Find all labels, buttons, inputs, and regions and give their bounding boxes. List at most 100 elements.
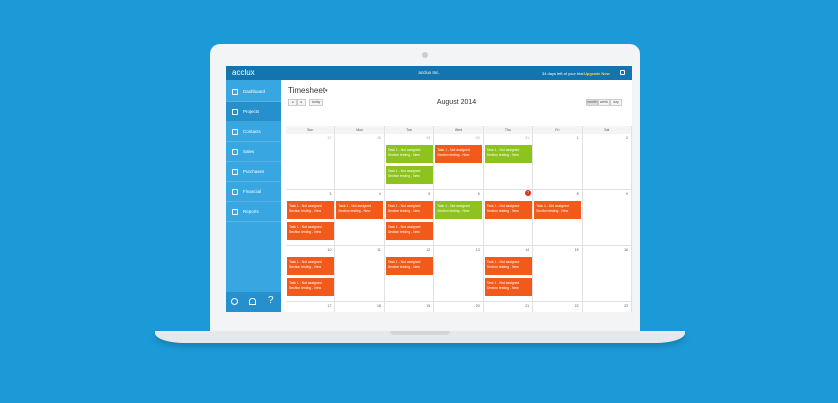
event-title: Task 1 - Not assigned bbox=[338, 204, 372, 208]
event-subtitle: Section testing - New bbox=[387, 208, 420, 213]
settings-icon[interactable] bbox=[231, 298, 238, 305]
day-cell[interactable]: 23 bbox=[583, 302, 632, 312]
sidebar-icon bbox=[232, 109, 238, 115]
today-button[interactable]: today bbox=[309, 99, 323, 106]
day-cell[interactable]: 14 bbox=[483, 246, 534, 302]
day-cell[interactable]: 1 bbox=[533, 134, 583, 190]
day-cell[interactable]: 20 bbox=[434, 302, 484, 312]
event[interactable]: Task 1 - Not assigned Section testing - N… bbox=[287, 222, 334, 240]
sidebar-label: Sales bbox=[243, 149, 255, 154]
event[interactable]: Task 1 - Not assigned Section testing - N… bbox=[385, 201, 433, 219]
event[interactable]: Task 1 - Not assigned Section testing - N… bbox=[287, 278, 334, 296]
event[interactable]: Task 1 - Not assigned Section testing - N… bbox=[534, 201, 582, 219]
day-cell[interactable]: 28 bbox=[335, 134, 385, 190]
event[interactable]: Task 1 - Not assigned Section testing - N… bbox=[287, 201, 334, 219]
day-cell[interactable]: 19 bbox=[385, 302, 435, 312]
day-cell[interactable]: 9 bbox=[582, 190, 632, 246]
day-cell[interactable]: 30 bbox=[434, 134, 484, 190]
event[interactable]: Task 1 - Not assigned Section testing - N… bbox=[336, 201, 384, 219]
day-cell[interactable]: 11 bbox=[335, 246, 385, 302]
weekday-header: Sun bbox=[286, 126, 336, 134]
date-number: 8 bbox=[576, 192, 579, 196]
sidebar-icon bbox=[232, 189, 238, 195]
day-cell[interactable]: 17 bbox=[286, 302, 336, 312]
date-number: 28 bbox=[376, 136, 381, 140]
sidebar-item[interactable]: Projects bbox=[226, 102, 281, 122]
prev-button[interactable]: ◂ bbox=[288, 99, 297, 106]
event[interactable]: Task 1 - Not assigned Section testing - N… bbox=[385, 166, 433, 184]
day-cell[interactable]: 16 bbox=[582, 246, 632, 302]
users-icon[interactable] bbox=[249, 298, 256, 305]
day-cell[interactable]: 13 bbox=[434, 246, 484, 302]
event[interactable]: Task 1 - Not assigned Section testing - N… bbox=[435, 145, 483, 163]
event-title: Task 1 - Not assigned bbox=[289, 225, 322, 229]
event-subtitle: Section testing - New bbox=[387, 152, 420, 157]
date-number: 5 bbox=[428, 192, 431, 196]
weekday-header: Thu bbox=[483, 126, 534, 134]
upgrade-link[interactable]: Upgrade Now bbox=[584, 70, 610, 76]
day-cell[interactable]: 18 bbox=[335, 302, 385, 312]
lock-icon[interactable] bbox=[620, 70, 625, 75]
day-cell[interactable]: 3 bbox=[286, 190, 336, 246]
event[interactable]: Task 1 - Not assigned Section testing - N… bbox=[484, 201, 532, 219]
sidebar-item[interactable]: Dashboard bbox=[226, 82, 281, 102]
date-number: 7 bbox=[525, 190, 532, 196]
day-cell[interactable]: 27 bbox=[286, 134, 336, 190]
event[interactable]: Task 1 - Not assigned Section testing - N… bbox=[385, 257, 433, 275]
company: acclux Inc. bbox=[418, 70, 440, 75]
event[interactable]: Task 1 - Not assigned Section testing - N… bbox=[385, 145, 433, 163]
next-button[interactable]: ▸ bbox=[297, 99, 306, 106]
event-subtitle: Section testing - New bbox=[536, 208, 569, 213]
view-button[interactable]: week bbox=[598, 99, 610, 106]
day-cell[interactable]: 5 bbox=[384, 190, 435, 246]
event-subtitle: Section testing - New bbox=[387, 264, 420, 269]
event[interactable]: Task 1 - Not assigned Section testing - N… bbox=[385, 222, 433, 240]
day-cell[interactable]: 10 bbox=[286, 246, 336, 302]
day-cell[interactable]: 6 bbox=[434, 190, 484, 246]
sidebar-item[interactable]: Financial bbox=[226, 182, 281, 202]
day-cell[interactable]: 8 bbox=[533, 190, 583, 246]
date-number: 11 bbox=[377, 248, 381, 252]
event[interactable]: Task 1 - Not assigned Section testing - N… bbox=[484, 145, 532, 163]
sidebar-label: Projects bbox=[243, 109, 260, 114]
day-cell[interactable]: 12 bbox=[384, 246, 435, 302]
day-cell[interactable]: 7 bbox=[483, 190, 534, 246]
logo[interactable]: acclux bbox=[232, 68, 255, 77]
sidebar-footer: ? bbox=[226, 292, 281, 312]
month-title: August 2014 bbox=[436, 99, 477, 106]
date-number: 3 bbox=[329, 192, 332, 196]
date-number: 15 bbox=[574, 248, 579, 252]
sidebar-item[interactable]: Purchases bbox=[226, 162, 281, 182]
day-cell[interactable]: 22 bbox=[533, 302, 583, 312]
day-cell[interactable]: 31 bbox=[483, 134, 534, 190]
title-caret[interactable]: ▾ bbox=[325, 88, 328, 94]
event[interactable]: Task 1 - Not assigned Section testing - N… bbox=[484, 257, 532, 275]
day-cell[interactable]: 15 bbox=[533, 246, 583, 302]
help-icon[interactable]: ? bbox=[268, 295, 274, 306]
event-subtitle: Section testing - New bbox=[289, 208, 322, 213]
event[interactable]: Task 1 - Not assigned Section testing - N… bbox=[287, 257, 334, 275]
event-subtitle: Section testing - New bbox=[289, 264, 322, 269]
event-title: Task 1 - Not assigned bbox=[387, 204, 421, 208]
day-cell[interactable]: 4 bbox=[335, 190, 385, 246]
event-title: Task 1 - Not assigned bbox=[387, 260, 421, 264]
sidebar-item[interactable]: Sales bbox=[226, 142, 281, 162]
event-subtitle: Section testing - New bbox=[338, 208, 371, 213]
event[interactable]: Task 1 - Not assigned Section testing - N… bbox=[484, 278, 532, 296]
date-number: 29 bbox=[426, 136, 431, 140]
trial-text: 34 days left of your trial bbox=[542, 70, 584, 76]
view-button[interactable]: month bbox=[586, 99, 598, 106]
day-cell[interactable]: 2 bbox=[582, 134, 632, 190]
sidebar-item[interactable]: Reports bbox=[226, 202, 281, 222]
view-button[interactable]: day bbox=[610, 99, 622, 106]
day-cell[interactable]: 21 bbox=[484, 302, 534, 312]
date-number: 14 bbox=[525, 248, 530, 252]
weekday-header: Mon bbox=[335, 126, 385, 134]
event-subtitle: Section testing - New bbox=[486, 285, 519, 290]
sidebar-item[interactable]: Contacts bbox=[226, 122, 281, 142]
date-number: 21 bbox=[525, 304, 530, 308]
day-cell[interactable]: 29 bbox=[384, 134, 435, 190]
event[interactable]: Task 1 - Not assigned Section testing - N… bbox=[435, 201, 483, 219]
date-number: 27 bbox=[327, 136, 332, 140]
event-title: Task 1 - Not assigned bbox=[536, 204, 569, 208]
